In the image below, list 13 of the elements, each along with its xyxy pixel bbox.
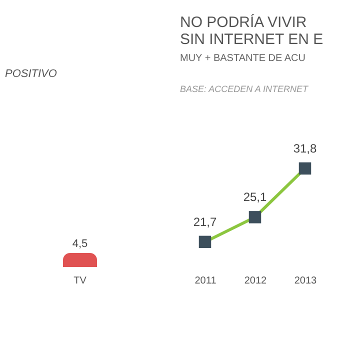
x-tick-label: TV xyxy=(74,276,87,286)
text: NO PODRÍA VIVIR xyxy=(180,14,307,31)
x-tick-label: 2011 xyxy=(194,276,217,286)
text: SIN INTERNET EN E xyxy=(180,31,324,48)
data-label: 21,7 xyxy=(193,214,217,229)
data-label: 4,5 xyxy=(72,238,88,250)
x-tick-label: 2012 xyxy=(244,276,268,286)
chart-subtitle: MUY + BASTANTE DE ACU xyxy=(180,53,306,64)
x-tick-label: 2013 xyxy=(294,276,318,286)
data-label: 31,8 xyxy=(293,141,317,156)
chart-title: POSITIVO xyxy=(5,68,58,80)
data-label: 25,1 xyxy=(243,190,267,204)
text: BASE: ACCEDEN A INTERNET xyxy=(180,84,310,94)
